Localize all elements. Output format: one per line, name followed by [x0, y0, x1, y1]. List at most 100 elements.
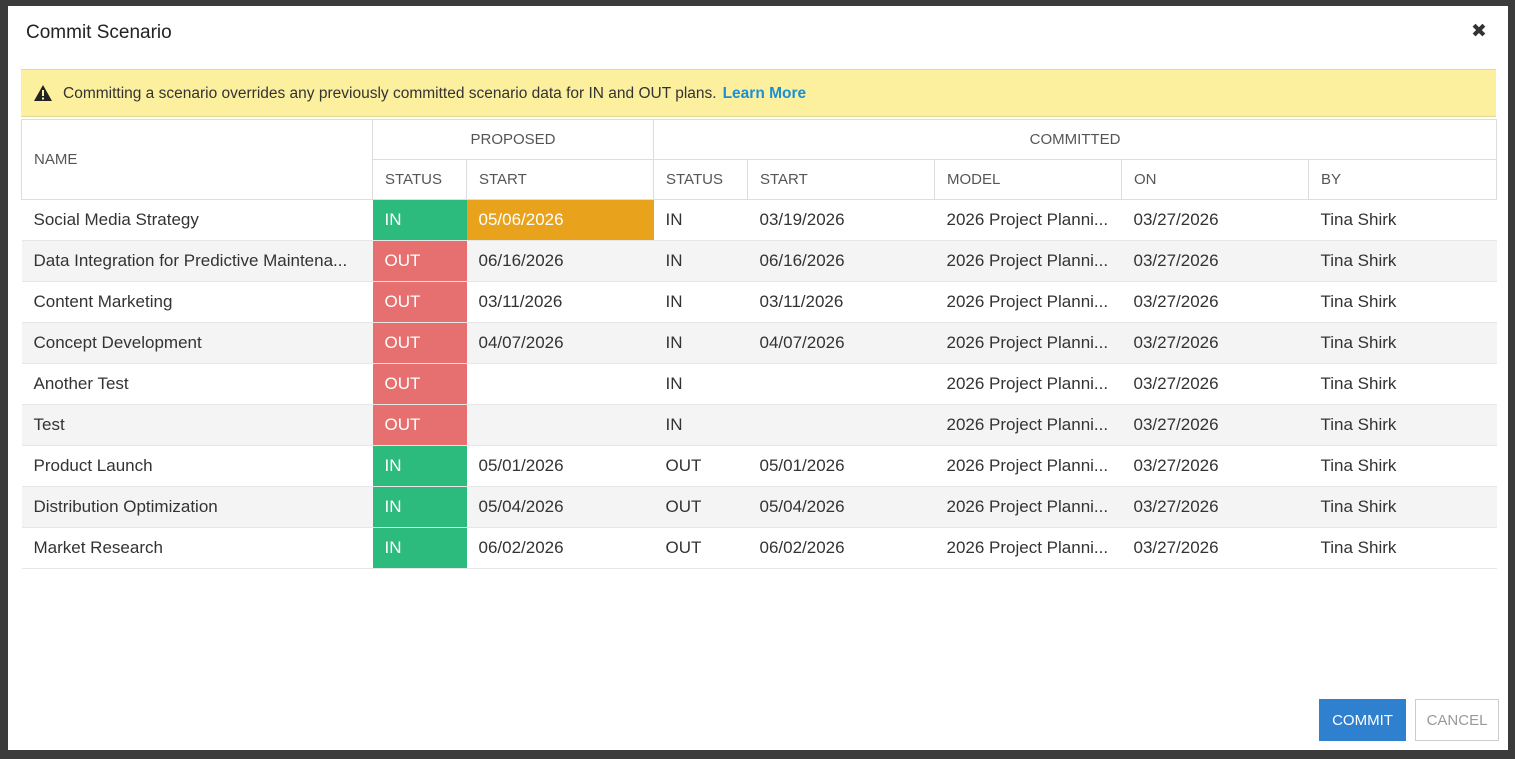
commit-button[interactable]: COMMIT: [1319, 699, 1406, 741]
table-cell: 05/06/2026: [466, 199, 654, 241]
table-cell: 2026 Project Planni...: [934, 322, 1122, 364]
column-header: NAME: [21, 119, 373, 200]
table-cell: Tina Shirk: [1308, 199, 1497, 241]
column-header: STATUS: [372, 159, 467, 200]
table-cell: Tina Shirk: [1308, 445, 1497, 487]
table-cell: OUT: [372, 363, 467, 405]
cancel-button[interactable]: CANCEL: [1415, 699, 1499, 741]
table-cell: 2026 Project Planni...: [934, 404, 1122, 446]
warning-text: Committing a scenario overrides any prev…: [63, 85, 717, 102]
warning-text-container: Committing a scenario overrides any prev…: [63, 85, 806, 103]
scenario-table: NAME PROPOSED COMMITTED STATUS START STATU…: [21, 119, 1498, 569]
table-cell: 03/27/2026: [1121, 527, 1309, 569]
table-cell: 05/01/2026: [747, 445, 935, 487]
table-cell: Tina Shirk: [1308, 240, 1497, 282]
table-cell: IN: [653, 281, 748, 323]
table-row: Concept Development OUT 04/07/2026 IN 04/07/…: [21, 322, 1497, 364]
table-cell: IN: [653, 322, 748, 364]
table-cell: IN: [653, 240, 748, 282]
table-cell: 2026 Project Planni...: [934, 363, 1122, 405]
table-cell: Social Media Strategy: [21, 199, 373, 241]
table-cell: [466, 363, 654, 405]
table-cell: Another Test: [21, 363, 373, 405]
table-cell: OUT: [653, 527, 748, 569]
table-cell: 03/11/2026: [466, 281, 654, 323]
warning-icon: [34, 85, 52, 101]
learn-more-link[interactable]: Learn More: [722, 85, 807, 102]
table-cell: Content Marketing: [21, 281, 373, 323]
table-cell: Concept Development: [21, 322, 373, 364]
table-cell: 05/04/2026: [466, 486, 654, 528]
group-header: COMMITTED: [652, 119, 1498, 160]
table-cell: 03/27/2026: [1121, 240, 1309, 282]
table-row: Content Marketing OUT 03/11/2026 IN 03/11/20…: [21, 281, 1497, 323]
table-cell: 05/04/2026: [747, 486, 935, 528]
table-cell: OUT: [372, 240, 467, 282]
close-button[interactable]: ✖: [1471, 21, 1487, 42]
table-cell: IN: [653, 199, 748, 241]
table-cell: IN: [653, 363, 748, 405]
table-row: Market Research IN 06/02/2026 OUT 06/02/2026…: [21, 527, 1497, 569]
table-cell: OUT: [372, 281, 467, 323]
table-cell: 2026 Project Planni...: [934, 486, 1122, 528]
table-cell: 03/27/2026: [1121, 404, 1309, 446]
column-header: START: [466, 159, 654, 200]
table-row: Data Integration for Predictive Maintena…: [21, 240, 1497, 282]
table-cell: 06/02/2026: [466, 527, 654, 569]
table-cell: Tina Shirk: [1308, 486, 1497, 528]
table-cell: OUT: [372, 322, 467, 364]
table-cell: 05/01/2026: [466, 445, 654, 487]
table-cell: IN: [372, 486, 467, 528]
column-header: START: [747, 159, 935, 200]
table-cell: OUT: [653, 445, 748, 487]
table-cell: Data Integration for Predictive Maintena…: [21, 240, 373, 282]
table-cell: 04/07/2026: [747, 322, 935, 364]
table-cell: 03/27/2026: [1121, 445, 1309, 487]
table-cell: Tina Shirk: [1308, 404, 1497, 446]
warning-banner: Committing a scenario overrides any prev…: [21, 69, 1496, 117]
table-cell: Product Launch: [21, 445, 373, 487]
table-cell: 03/27/2026: [1121, 322, 1309, 364]
group-header: PROPOSED: [372, 119, 654, 160]
table-cell: 06/16/2026: [747, 240, 935, 282]
table-cell: Distribution Optimization: [21, 486, 373, 528]
table-cell: Tina Shirk: [1308, 527, 1497, 569]
table-cell: 03/27/2026: [1121, 281, 1309, 323]
table-cell: 03/11/2026: [747, 281, 935, 323]
table-cell: Tina Shirk: [1308, 322, 1497, 364]
table-cell: 06/16/2026: [466, 240, 654, 282]
table-cell: OUT: [372, 404, 467, 446]
table-cell: 2026 Project Planni...: [934, 527, 1122, 569]
table-cell: Tina Shirk: [1308, 281, 1497, 323]
table-cell: Test: [21, 404, 373, 446]
table-cell: Tina Shirk: [1308, 363, 1497, 405]
table-cell: 2026 Project Planni...: [934, 445, 1122, 487]
table-cell: Market Research: [21, 527, 373, 569]
table-cell: 2026 Project Planni...: [934, 281, 1122, 323]
table-cell: [747, 404, 935, 446]
table-cell: IN: [372, 527, 467, 569]
table-cell: 03/27/2026: [1121, 486, 1309, 528]
dialog-title: Commit Scenario: [26, 22, 172, 43]
table-row: Test OUT IN 2026 Project Planni... 03/27/202…: [21, 404, 1497, 446]
column-header: STATUS: [653, 159, 748, 200]
table-cell: 2026 Project Planni...: [934, 240, 1122, 282]
table-cell: IN: [372, 445, 467, 487]
column-header: MODEL: [934, 159, 1122, 200]
table-row: Product Launch IN 05/01/2026 OUT 05/01/2026 2…: [21, 445, 1497, 487]
table-cell: [466, 404, 654, 446]
table-row: Social Media Strategy IN 05/06/2026 IN 03/19…: [21, 199, 1497, 241]
table-row: Distribution Optimization IN 05/04/2026 OUT…: [21, 486, 1497, 528]
table-cell: IN: [653, 404, 748, 446]
table-cell: IN: [372, 199, 467, 241]
table-cell: 03/19/2026: [747, 199, 935, 241]
column-header: BY: [1307, 159, 1498, 200]
table-cell: 04/07/2026: [466, 322, 654, 364]
table-row: Another Test OUT IN 2026 Project Planni... 0…: [21, 363, 1497, 405]
column-header: ON: [1121, 159, 1309, 200]
table-cell: 2026 Project Planni...: [934, 199, 1122, 241]
table-cell: OUT: [653, 486, 748, 528]
table-cell: 06/02/2026: [747, 527, 935, 569]
dialog: Commit Scenario ✖ Committing a scenario …: [8, 6, 1508, 750]
